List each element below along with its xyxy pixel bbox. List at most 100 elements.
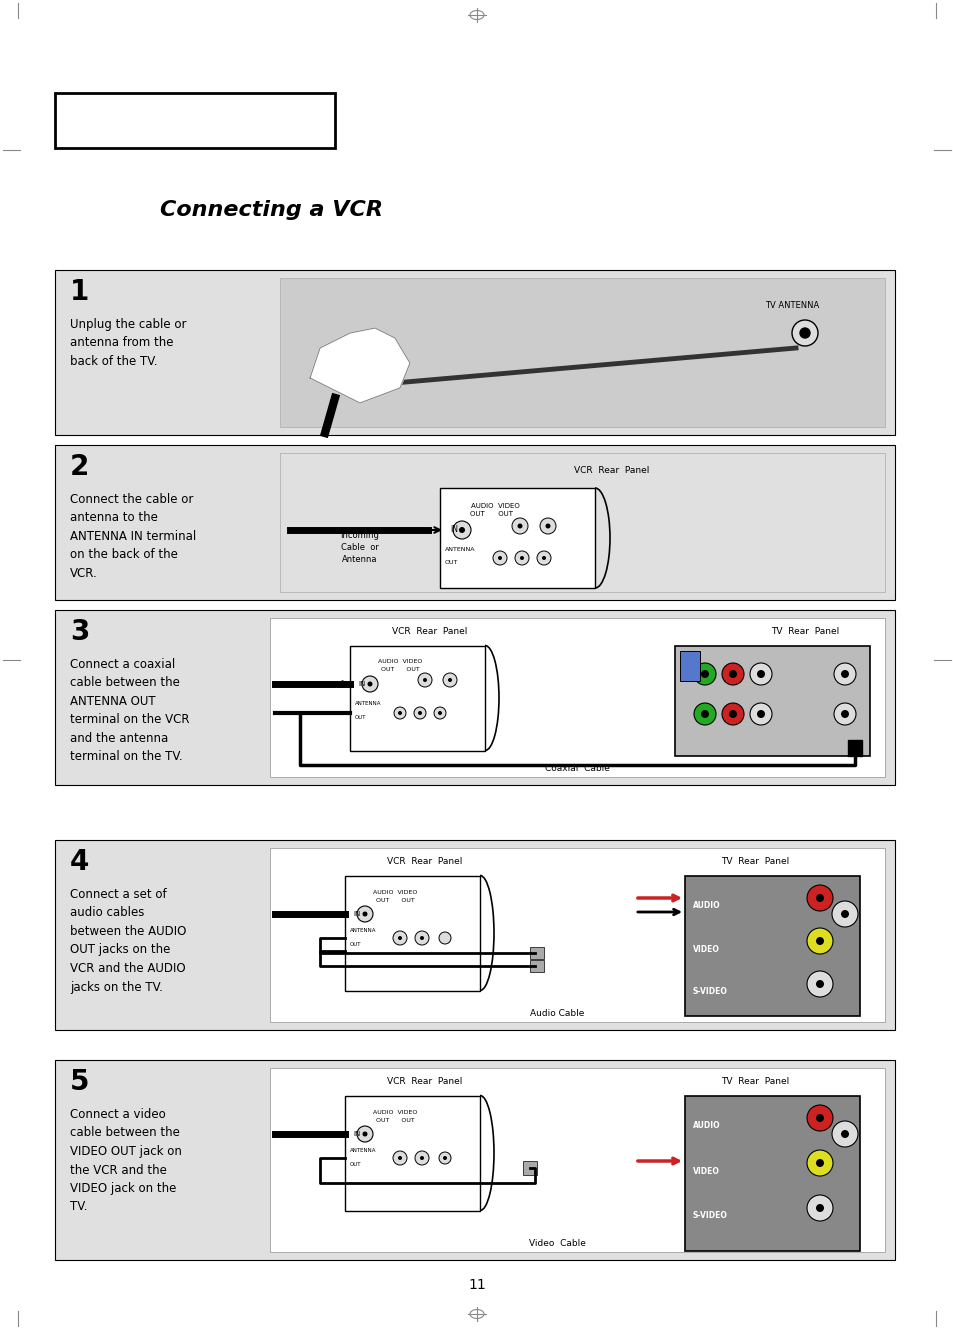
Text: Audio Cable: Audio Cable [529, 1010, 583, 1018]
Circle shape [438, 1152, 451, 1164]
Text: Unplug the cable or
antenna from the
back of the TV.: Unplug the cable or antenna from the bac… [70, 318, 186, 368]
Circle shape [693, 703, 716, 726]
Text: 2: 2 [70, 453, 90, 481]
Circle shape [806, 1104, 832, 1131]
Text: Video  Cable: Video Cable [528, 1240, 585, 1248]
Text: Connect a video
cable between the
VIDEO OUT jack on
the VCR and the
VIDEO jack o: Connect a video cable between the VIDEO … [70, 1108, 182, 1213]
Circle shape [815, 979, 823, 987]
Circle shape [497, 556, 501, 560]
Text: OUT: OUT [350, 941, 361, 946]
Circle shape [806, 971, 832, 997]
Text: VCR  Rear  Panel: VCR Rear Panel [387, 857, 462, 867]
Circle shape [806, 928, 832, 954]
Text: IN: IN [353, 1131, 360, 1138]
Circle shape [841, 910, 848, 918]
Circle shape [757, 670, 764, 678]
Text: 4: 4 [70, 848, 90, 876]
Text: VIDEO: VIDEO [692, 1167, 720, 1175]
Bar [270, 618, 884, 777]
Circle shape [458, 528, 464, 533]
Bar [350, 646, 484, 751]
Text: 3: 3 [70, 618, 90, 646]
Bar [55, 1061, 894, 1260]
Bar [345, 876, 479, 991]
Text: IN: IN [450, 525, 457, 534]
Circle shape [757, 710, 764, 718]
Text: Connect a coaxial
cable between the
ANTENNA OUT
terminal on the VCR
and the ante: Connect a coaxial cable between the ANTE… [70, 658, 190, 763]
Circle shape [700, 710, 708, 718]
Bar [522, 1162, 537, 1175]
Circle shape [361, 676, 377, 692]
Bar [684, 876, 859, 1015]
Bar [675, 646, 869, 756]
Circle shape [362, 912, 367, 917]
Circle shape [815, 1159, 823, 1167]
Circle shape [831, 901, 857, 928]
Circle shape [749, 663, 771, 684]
Circle shape [841, 1130, 848, 1138]
Circle shape [415, 932, 429, 945]
Circle shape [831, 1120, 857, 1147]
Circle shape [367, 682, 372, 687]
Text: VCR  Rear  Panel: VCR Rear Panel [392, 627, 467, 637]
Text: AUDIO  VIDEO: AUDIO VIDEO [470, 502, 518, 509]
Bar [280, 453, 884, 591]
Circle shape [721, 663, 743, 684]
Text: Incoming
Cable  or
Antenna: Incoming Cable or Antenna [340, 532, 379, 563]
Circle shape [693, 663, 716, 684]
Circle shape [700, 670, 708, 678]
Text: AUDIO: AUDIO [692, 901, 720, 910]
Text: VCR  Rear  Panel: VCR Rear Panel [387, 1078, 462, 1087]
Circle shape [833, 663, 855, 684]
Circle shape [442, 1156, 447, 1160]
Text: Connecting a VCR: Connecting a VCR [160, 199, 382, 221]
Circle shape [728, 710, 737, 718]
Text: OUT      OUT: OUT OUT [375, 897, 414, 902]
Text: Connect a set of
audio cables
between the AUDIO
OUT jacks on the
VCR and the AUD: Connect a set of audio cables between th… [70, 888, 186, 994]
Bar [55, 840, 894, 1030]
Circle shape [815, 937, 823, 945]
Circle shape [356, 1126, 373, 1142]
Circle shape [806, 1195, 832, 1221]
Circle shape [512, 518, 527, 534]
Text: AUDIO: AUDIO [692, 1122, 720, 1131]
Circle shape [833, 703, 855, 726]
Text: AUDIO  VIDEO: AUDIO VIDEO [373, 889, 416, 894]
Circle shape [422, 678, 427, 682]
Text: S-VIDEO: S-VIDEO [692, 1212, 727, 1220]
Circle shape [728, 670, 737, 678]
Bar [55, 93, 335, 148]
Text: ANTENNA: ANTENNA [350, 1148, 376, 1154]
Circle shape [791, 320, 817, 346]
Text: TV  Rear  Panel: TV Rear Panel [770, 627, 839, 637]
Polygon shape [310, 328, 410, 403]
Text: OUT: OUT [444, 561, 457, 566]
Circle shape [453, 521, 471, 540]
Circle shape [417, 672, 432, 687]
Text: ANTENNA: ANTENNA [444, 548, 475, 553]
Circle shape [537, 552, 551, 565]
Circle shape [815, 1204, 823, 1212]
Circle shape [397, 936, 401, 940]
Text: TV  Rear  Panel: TV Rear Panel [720, 1078, 788, 1087]
Circle shape [519, 556, 523, 560]
Text: TV ANTENNA: TV ANTENNA [764, 302, 819, 311]
Circle shape [438, 932, 451, 944]
Circle shape [362, 1131, 367, 1136]
Circle shape [417, 711, 421, 715]
Text: OUT      OUT: OUT OUT [375, 1118, 414, 1123]
Circle shape [841, 710, 848, 718]
Bar [439, 488, 595, 587]
Text: OUT      OUT: OUT OUT [470, 510, 513, 517]
Bar [55, 445, 894, 599]
Circle shape [397, 1156, 401, 1160]
Circle shape [815, 1114, 823, 1122]
Text: 1: 1 [70, 278, 90, 306]
Bar [530, 960, 543, 971]
Bar [345, 1096, 479, 1211]
Bar [270, 1069, 884, 1252]
Circle shape [419, 936, 423, 940]
Text: OUT: OUT [350, 1162, 361, 1167]
Circle shape [356, 906, 373, 922]
Circle shape [806, 885, 832, 910]
